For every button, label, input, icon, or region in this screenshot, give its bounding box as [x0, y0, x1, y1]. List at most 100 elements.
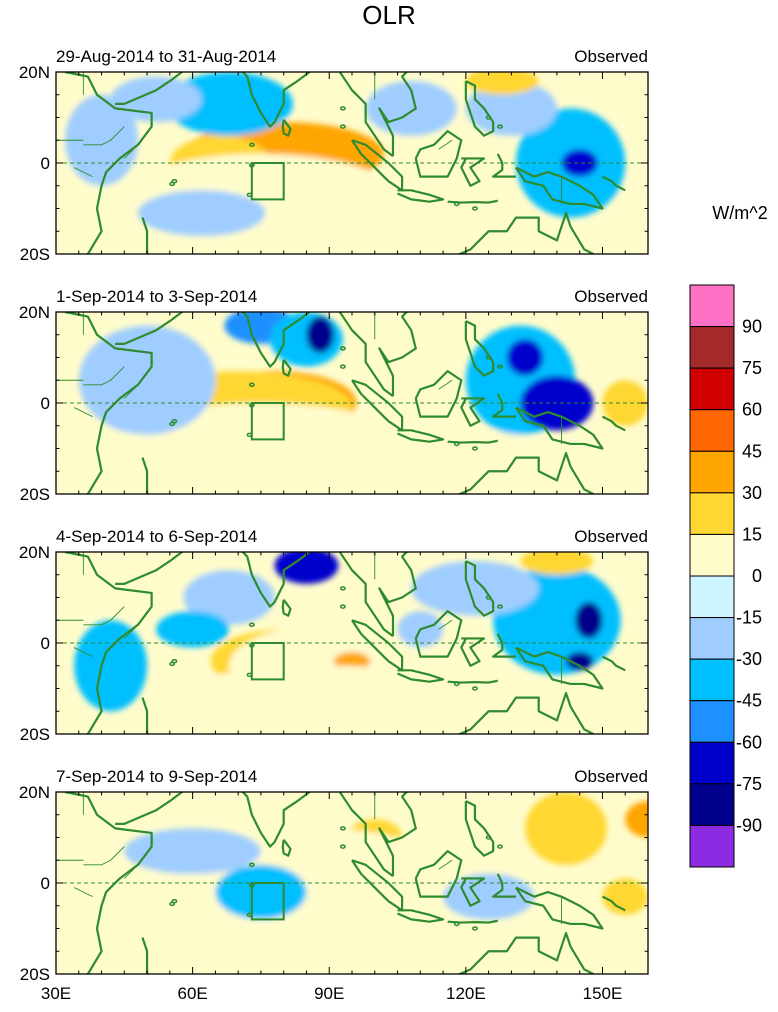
olr-anomaly-blob [165, 72, 293, 136]
panel-3: 20N 0 20S 4-Sep-2014 to 6-Sep-2014 Observed [19, 527, 649, 744]
olr-anomaly-blob [465, 81, 557, 136]
coastline [414, 610, 463, 658]
coastlines [56, 49, 626, 254]
colorbar-units-label: W/m^2 [712, 203, 767, 223]
olr-anomaly-blob [525, 792, 608, 865]
olr-anomaly-blob [78, 325, 216, 435]
colorbar-label: 60 [742, 400, 762, 420]
colorbar-label: 90 [742, 317, 762, 337]
country-border [83, 379, 111, 386]
coastline [115, 312, 184, 345]
olr-anomaly-blob [215, 864, 307, 920]
coastline [281, 599, 292, 617]
colorbar-swatch [689, 824, 735, 868]
study-region-box [250, 402, 285, 441]
island [472, 926, 478, 931]
panel-date-range: 4-Sep-2014 to 6-Sep-2014 [56, 527, 257, 546]
x-tick-label: 60E [177, 984, 207, 1003]
coastline [115, 552, 184, 585]
olr-field [56, 529, 648, 734]
coastline [414, 370, 463, 418]
x-tick-label: 30E [41, 984, 71, 1003]
figure-title: OLR [362, 0, 415, 30]
island [169, 181, 176, 187]
coastline [141, 457, 149, 494]
coastline [464, 80, 495, 137]
olr-anomaly-blob [124, 828, 261, 874]
colorbar: 90 75 60 45 30 15 0 -15 -30 -45 -60 -75 -90 [689, 284, 762, 868]
olr-anomaly-blob [561, 149, 598, 177]
country-border [438, 859, 453, 870]
colorbar-label: 75 [742, 358, 762, 378]
island [497, 604, 503, 609]
olr-field [56, 289, 648, 494]
coastline [281, 119, 292, 137]
colorbar-swatch [689, 284, 735, 328]
coastline [456, 211, 594, 254]
coastline [115, 72, 184, 105]
coastline [456, 931, 594, 974]
colorbar-swatch [689, 326, 735, 369]
island [485, 595, 492, 600]
coastline [141, 697, 149, 734]
olr-anomaly-blob [411, 561, 539, 616]
coastline [460, 397, 486, 427]
olr-anomaly-blob [506, 339, 544, 376]
olr-anomaly-blob [306, 316, 334, 353]
island [339, 844, 346, 849]
study-region-box [250, 162, 285, 201]
coastline [338, 312, 394, 398]
panel-date-range: 29-Aug-2014 to 31-Aug-2014 [56, 47, 276, 66]
country-border [320, 529, 338, 543]
country-border [110, 126, 125, 141]
coastline [241, 312, 312, 368]
coastline [601, 655, 626, 672]
island [472, 446, 478, 451]
country-border [110, 606, 125, 621]
coastline [338, 72, 394, 158]
study-region-box [250, 882, 285, 921]
panel-observed-label: Observed [574, 47, 648, 66]
olr-anomaly-blob [333, 652, 371, 671]
panels-group: 20N 0 20S 29-Aug-2014 to 31-Aug-2014 Observe… [19, 47, 649, 1003]
olr-anomaly-blob [602, 878, 648, 915]
coastline [338, 792, 394, 878]
island [339, 346, 346, 351]
country-border [320, 289, 338, 303]
panel-observed-label: Observed [574, 287, 648, 306]
island [339, 604, 346, 609]
island [248, 622, 255, 628]
panel-ticks [55, 311, 649, 495]
island [339, 124, 346, 129]
x-tick-label: 120E [446, 984, 486, 1003]
coastline [464, 320, 495, 377]
coastline [601, 895, 626, 912]
coastline [420, 792, 422, 793]
coastline [456, 451, 594, 494]
y-tick-label: 20S [20, 725, 50, 744]
coastline [515, 886, 604, 930]
y-tick-label: 20N [19, 783, 50, 802]
olr-field [56, 792, 648, 974]
coastline [515, 646, 604, 690]
country-border [438, 619, 453, 630]
y-tick-label: 20N [19, 63, 50, 82]
island [472, 686, 478, 691]
olr-anomaly-blob [374, 430, 557, 485]
panel-observed-label: Observed [574, 767, 648, 786]
coastline [141, 937, 149, 974]
coastline [414, 850, 463, 898]
coastline [460, 877, 486, 907]
coastline [241, 552, 312, 608]
country-border [123, 144, 139, 159]
colorbar-label: 15 [742, 524, 762, 544]
island [485, 115, 492, 120]
colorbar-swatch [689, 367, 735, 411]
country-border [320, 49, 338, 63]
coastline [241, 72, 312, 128]
coastline [492, 153, 516, 178]
coastline [241, 792, 312, 848]
coastline [378, 552, 417, 637]
y-tick-label: 0 [41, 394, 50, 413]
